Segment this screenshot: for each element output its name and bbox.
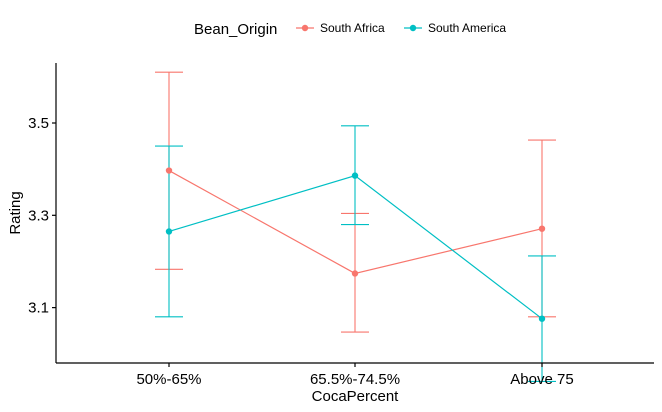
- data-point: [351, 270, 359, 277]
- legend-key-point: [301, 24, 309, 32]
- legend-label: South Africa: [320, 21, 385, 35]
- y-axis-title: Rating: [7, 191, 24, 234]
- legend-key-point: [409, 24, 417, 32]
- x-tick-label: 65.5%-74.5%: [310, 371, 400, 388]
- data-point: [351, 172, 359, 179]
- legend-item: South America: [404, 21, 506, 35]
- y-tick-label: 3.5: [28, 115, 49, 132]
- legend-item: South Africa: [296, 21, 385, 35]
- legend: Bean_Origin South Africa South America: [194, 21, 506, 38]
- x-tick-label: 50%-65%: [136, 371, 201, 388]
- y-axis-ticks: 3.1 3.3 3.5: [28, 115, 56, 317]
- data-point: [165, 228, 173, 235]
- data-point: [538, 315, 546, 322]
- legend-title: Bean_Origin: [194, 21, 277, 38]
- legend-label: South America: [428, 21, 506, 35]
- x-tick-label: Above 75: [510, 371, 573, 388]
- x-axis-ticks: 50%-65% 65.5%-74.5% Above 75: [136, 363, 574, 388]
- x-axis-title: CocaPercent: [312, 388, 400, 405]
- data-point: [165, 167, 173, 174]
- plot-area: [155, 71, 556, 383]
- data-point: [538, 225, 546, 232]
- y-tick-label: 3.3: [28, 207, 49, 224]
- y-tick-label: 3.1: [28, 300, 49, 317]
